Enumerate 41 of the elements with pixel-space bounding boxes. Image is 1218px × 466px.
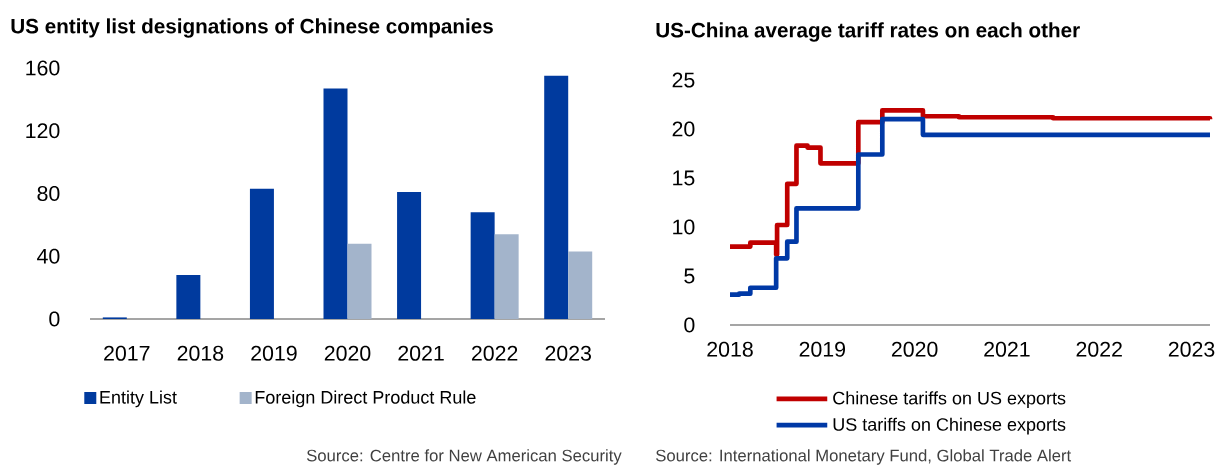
y-tick-label: 40	[37, 248, 60, 264]
x-tick-label: 2018	[707, 341, 753, 357]
bar	[568, 251, 593, 319]
y-tick-label: 15	[673, 170, 695, 186]
legend-label: Chinese tariffs on US exports	[833, 391, 1066, 409]
source-note: Source: International Monetary Fund, Global Trade Alert	[656, 449, 1072, 465]
x-tick-label: 2020	[324, 345, 371, 361]
x-tick-label: 2023	[545, 345, 591, 361]
source-note: Source: Centre for New American Security	[306, 449, 622, 465]
x-tick-label: 2021	[398, 345, 444, 361]
bar	[347, 243, 372, 319]
x-tick-label: 2022	[1076, 341, 1122, 357]
x-tick-label: 2023	[1168, 341, 1215, 357]
y-tick-label: 25	[672, 72, 695, 88]
x-tick-label: 2017	[104, 345, 150, 361]
bar	[176, 275, 201, 319]
chart-title: US-China average tariff rates on each other	[656, 22, 1080, 42]
y-tick-label: 5	[684, 268, 695, 284]
bar	[323, 88, 348, 319]
y-tick-label: 80	[37, 185, 60, 202]
bar	[470, 212, 495, 319]
x-tick-label: 2019	[251, 345, 297, 361]
y-tick-label: 0	[49, 311, 60, 327]
legend-label: Foreign Direct Product Rule	[255, 390, 476, 408]
bar	[249, 188, 274, 319]
bar	[544, 75, 569, 319]
x-tick-label: 2022	[471, 345, 518, 361]
x-tick-label: 2019	[799, 341, 846, 357]
y-tick-label: 10	[673, 219, 695, 235]
y-tick-label: 160	[26, 60, 60, 76]
x-tick-label: 2021	[984, 341, 1030, 357]
x-tick-label: 2018	[177, 345, 224, 361]
bar	[494, 234, 519, 319]
x-tick-label: 2020	[891, 341, 938, 357]
y-tick-label: 0	[684, 317, 695, 333]
legend-label: Entity List	[100, 390, 177, 408]
legend-label: US tariffs on Chinese exports	[833, 417, 1066, 435]
chart-title: US entity list designations of Chinese companies	[11, 18, 493, 38]
y-tick-label: 20	[672, 121, 695, 137]
bar	[397, 191, 422, 319]
y-tick-label: 120	[26, 123, 60, 139]
